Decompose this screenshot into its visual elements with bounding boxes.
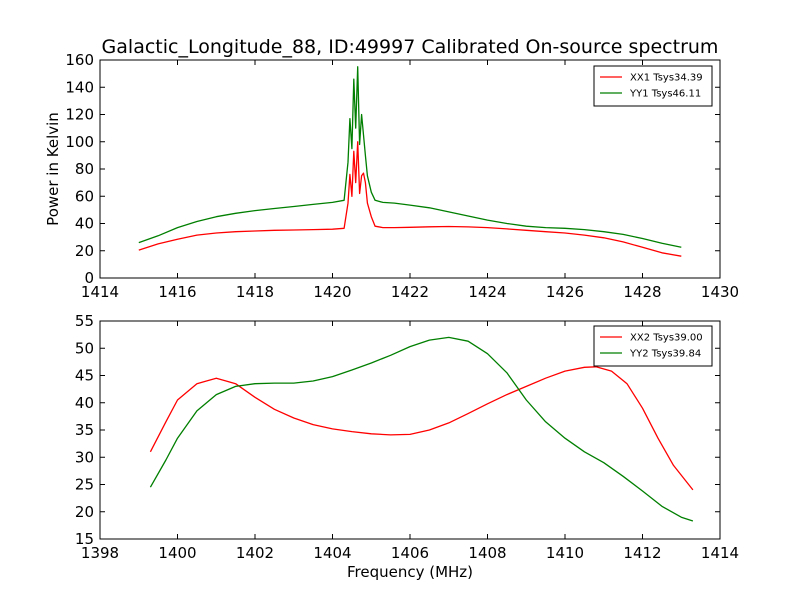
x-tick-label: 1428 [623, 283, 661, 301]
y-tick-label: 45 [75, 367, 94, 385]
x-tick-label: 1404 [313, 544, 351, 562]
x-tick-label: 1416 [158, 283, 196, 301]
x-axis-label: Frequency (MHz) [347, 563, 473, 581]
x-tick-label: 1414 [81, 283, 119, 301]
legend-1: XX1 Tsys34.39 YY1 Tsys46.11 [593, 65, 713, 107]
legend-label: XX2 Tsys39.00 [630, 333, 703, 344]
x-tick-label: 1422 [391, 283, 429, 301]
y-tick-label: 0 [84, 269, 94, 287]
y-tick-label: 80 [75, 160, 94, 178]
y-tick-label: 55 [75, 312, 94, 330]
panel-1: 1414 1416 1418 1420 1422 1424 1426 1428 1430 0 20 4… [44, 51, 739, 301]
x-tick-label: 1398 [81, 544, 119, 562]
x-tick-label: 1420 [313, 283, 351, 301]
x-tick-label: 1402 [236, 544, 274, 562]
y-tick-label: 20 [75, 503, 94, 521]
y-tick-label: 25 [75, 476, 94, 494]
y-tick-label: 160 [65, 51, 94, 69]
x-tick-label: 1414 [701, 544, 739, 562]
legend-label: YY2 Tsys39.84 [629, 349, 701, 360]
y-tick-label: 120 [65, 106, 94, 124]
legend-label: YY1 Tsys46.11 [629, 89, 701, 100]
y-axis-label: Power in Kelvin [44, 112, 62, 226]
panel-2: 1398 1400 1402 1404 1406 1408 1410 1412 1414 15 20… [75, 312, 739, 562]
y-tick-label: 60 [75, 187, 94, 205]
y-tick-label: 100 [65, 133, 94, 151]
legend-box [593, 325, 713, 367]
y-tick-label: 30 [75, 448, 94, 466]
x-tick-label: 1400 [158, 544, 196, 562]
legend-2: XX2 Tsys39.00 YY2 Tsys39.84 [593, 325, 713, 367]
legend-label: XX1 Tsys34.39 [630, 73, 703, 84]
y-tick-label: 20 [75, 242, 94, 260]
figure-title: Galactic_Longitude_88, ID:49997 Calibrat… [102, 36, 719, 58]
y-tick-label: 40 [75, 394, 94, 412]
y-tick-label: 50 [75, 339, 94, 357]
x-tick-label: 1412 [623, 544, 661, 562]
legend-box [593, 65, 713, 107]
x-tick-label: 1426 [546, 283, 584, 301]
y-tick-label: 15 [75, 530, 94, 548]
y-tick-label: 40 [75, 215, 94, 233]
x-tick-label: 1418 [236, 283, 274, 301]
series-line-1-1 [138, 141, 682, 257]
x-tick-label: 1430 [701, 283, 739, 301]
x-tick-label: 1424 [468, 283, 506, 301]
series-line-1-2 [138, 66, 682, 248]
series-line-2-1 [149, 366, 694, 491]
y-tick-label: 140 [65, 78, 94, 96]
x-tick-label: 1408 [468, 544, 506, 562]
y-tick-label: 35 [75, 421, 94, 439]
series-line-2-2 [149, 336, 694, 522]
x-tick-label: 1410 [546, 544, 584, 562]
x-tick-label: 1406 [391, 544, 429, 562]
